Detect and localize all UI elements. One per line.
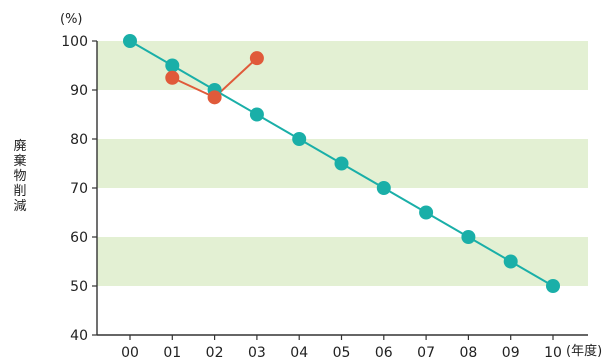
x-tick-label-01: 01 xyxy=(163,345,181,358)
x-tick-label-09: 09 xyxy=(502,345,520,358)
x-tick-label-00: 00 xyxy=(121,345,139,358)
data-point-0-05 xyxy=(334,156,349,171)
y-tick-label-80: 80 xyxy=(70,132,88,148)
y-tick-label-70: 70 xyxy=(70,181,88,197)
data-point-0-00 xyxy=(123,34,137,48)
data-point-0-04 xyxy=(292,132,307,146)
data-point-0-08 xyxy=(461,230,476,244)
y-tick-label-40: 40 xyxy=(70,328,88,344)
y-tick-label-90: 90 xyxy=(70,83,88,99)
tick-labels: 40 50 60 70 80 90 100 00 01 02 03 04 05 06 07 08 09 10 xyxy=(61,34,562,358)
data-point-0-07 xyxy=(419,205,434,220)
x-tick-label-03: 03 xyxy=(248,345,266,358)
x-tick-label-08: 08 xyxy=(459,345,477,358)
x-tick-label-07: 07 xyxy=(417,345,435,358)
data-point-0-09 xyxy=(503,254,518,269)
data-point-1-02 xyxy=(207,90,222,105)
data-point-1-01 xyxy=(165,70,180,85)
y-tick-label-100: 100 xyxy=(61,34,88,50)
data-point-0-03 xyxy=(249,107,264,122)
x-tick-label-05: 05 xyxy=(333,345,351,358)
series-points xyxy=(123,34,560,293)
x-tick-label-04: 04 xyxy=(290,345,308,358)
data-point-1-03 xyxy=(249,51,264,66)
x-tick-label-06: 06 xyxy=(375,345,393,358)
x-tick-label-10: 10 xyxy=(544,345,562,358)
data-point-0-01 xyxy=(165,58,180,73)
y-tick-label-60: 60 xyxy=(70,230,88,246)
data-point-0-10 xyxy=(546,279,560,293)
y-axis-title-char: 棄 xyxy=(13,154,26,169)
y-axis-title-char: 廃 xyxy=(13,138,26,154)
y-axis-title-char: 減 xyxy=(13,198,26,214)
y-tick-label-50: 50 xyxy=(70,279,88,295)
y-axis-title: 廃棄物削減 xyxy=(13,138,26,214)
x-axis-title: (年度) xyxy=(566,343,602,358)
y-axis-title-char: 物 xyxy=(13,169,26,184)
x-tick-label-02: 02 xyxy=(206,345,224,358)
y-axis-title-char: 削 xyxy=(13,184,26,199)
y-unit-label: (%) xyxy=(60,12,83,27)
data-point-0-06 xyxy=(376,181,391,195)
axes xyxy=(92,40,588,340)
